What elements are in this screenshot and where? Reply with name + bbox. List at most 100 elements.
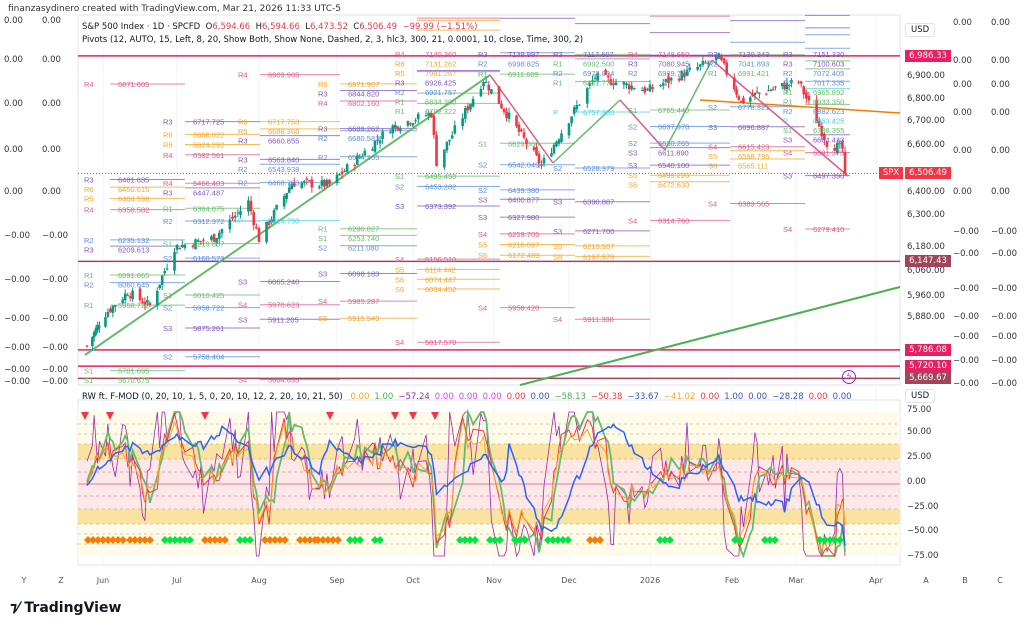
pivot-label: R1 <box>84 271 94 280</box>
candle-body <box>310 179 314 188</box>
bullish-diamond-marker <box>511 536 519 544</box>
candle-body <box>769 89 773 91</box>
symbol-legend[interactable]: S&P 500 Index · 1D · SPCFD O6,594.66 H6,… <box>82 22 477 33</box>
candle-body <box>482 81 485 87</box>
pivot-value: 6098.183 <box>348 269 379 278</box>
pivot-label: S1 <box>783 126 792 135</box>
pivot-label: R2 <box>478 60 488 69</box>
candle-body <box>685 69 689 76</box>
candle-body <box>416 113 420 120</box>
pivot-label: S1 <box>318 234 327 243</box>
pivot-value: 5958.722 <box>193 304 224 313</box>
candle-body <box>165 268 169 270</box>
oscillator-value: 0.00 <box>808 392 828 402</box>
candle-body <box>497 86 501 104</box>
pivot-label: R3 <box>783 60 793 69</box>
pivot-value: 6688.366 <box>268 127 299 136</box>
bullish-diamond-marker <box>486 536 494 544</box>
pivots-indicator-legend[interactable]: Pivots (12, AUTO, 15, Left, 8, 20, Show … <box>82 35 584 45</box>
oscillator-blue-line <box>86 423 846 546</box>
pivot-label: S3 <box>478 195 487 204</box>
candle-body <box>218 232 221 239</box>
candle-body <box>199 240 203 242</box>
pivot-label: R4 <box>163 151 173 160</box>
candle-body <box>557 139 561 144</box>
pivot-value: 6253.740 <box>348 234 379 243</box>
pivot-value: 6404.598 <box>118 194 149 203</box>
candle-body <box>393 124 397 128</box>
right-scale-value: −0.00 <box>953 332 980 342</box>
candle-body <box>275 204 278 210</box>
pivot-label: R2 <box>84 236 94 245</box>
pivot-labels: R4 6871.605 R3 6481.635 R6 6450.615 R5 6404.598… <box>84 50 844 385</box>
candle-body <box>525 139 528 145</box>
candle-body <box>807 96 811 101</box>
bullish-diamond-marker <box>826 536 834 544</box>
candle-body <box>252 212 256 225</box>
pivot-label: S1 <box>628 106 637 115</box>
candle-body <box>817 120 821 127</box>
pivot-value: 6563.840 <box>268 155 299 164</box>
pivot-label: S4 <box>553 315 562 324</box>
pivot-label: S3 <box>318 269 327 278</box>
pivot-label: S2 <box>478 186 487 195</box>
pivot-value: 6680.583 <box>348 134 379 143</box>
candle-body <box>780 83 784 87</box>
pivot-value: 6074.447 <box>425 275 456 284</box>
oscillator-legend[interactable]: RW ft. F-MOD (0, 20, 10, 1, 5, 0, 20, 10… <box>82 392 862 403</box>
candle-body <box>680 71 684 81</box>
tradingview-logo[interactable]: ⁊⁄ TradingView <box>10 600 121 616</box>
right-scale-value: −0.00 <box>991 332 1018 342</box>
oscillator-axis-tick: 50.00 <box>907 427 932 437</box>
candle-body <box>572 107 576 114</box>
bullish-diamond-marker <box>666 536 674 544</box>
candle-body <box>131 290 134 300</box>
bearish-diamond-marker <box>114 536 122 544</box>
candle-body <box>737 96 741 100</box>
time-axis-label: Nov <box>486 576 502 585</box>
candle-body <box>236 212 240 214</box>
left-scale-value: −0.00 <box>4 365 31 375</box>
oscillator-value: 0.00 <box>458 392 478 402</box>
oscillator-axis-tick: −75.00 <box>907 551 939 561</box>
oscillator-currency-button[interactable]: USD <box>905 389 936 403</box>
pivot-value: 6373.392 <box>425 202 456 211</box>
pivot-label: S4 <box>395 255 404 264</box>
pivot-value: 6788.355 <box>813 126 844 135</box>
bearish-diamond-marker <box>94 536 102 544</box>
oscillator-value: 0.00 <box>350 392 370 402</box>
bullish-diamond-marker <box>836 536 844 544</box>
pivot-label: R1 <box>318 225 328 234</box>
candle-body <box>292 182 296 187</box>
candle-body <box>371 149 374 151</box>
candle-body <box>320 180 324 186</box>
bearish-diamond-marker <box>324 536 332 544</box>
pivot-label: S3 <box>163 324 172 333</box>
bullish-diamond-marker <box>456 536 464 544</box>
candle-body <box>335 174 339 183</box>
candle-body <box>640 90 644 92</box>
candle-body <box>604 69 607 75</box>
candle-body <box>555 141 558 147</box>
chart-canvas[interactable]: R4 6871.605 R3 6481.635 R6 6450.615 R5 6404.598… <box>0 0 1024 600</box>
oscillator-value: −58.13 <box>554 392 586 402</box>
candle-body <box>305 178 309 180</box>
currency-button[interactable]: USD <box>905 23 936 37</box>
pivot-value: 7140.360 <box>425 50 456 59</box>
oscillator-value: 0.00 <box>700 392 720 402</box>
pivot-label: S4 <box>783 225 792 234</box>
bullish-diamond-marker <box>371 536 379 544</box>
pivot-value: 6156.510 <box>425 255 456 264</box>
pivot-value: 6358.582 <box>118 206 149 215</box>
lightning-icon[interactable]: ϟ <box>842 370 856 384</box>
candle-body <box>143 301 147 305</box>
candle-body <box>843 151 847 174</box>
candle-body <box>698 64 702 67</box>
pivot-label: R3 <box>318 125 328 134</box>
candle-body <box>820 125 824 137</box>
candle-body <box>725 62 729 75</box>
right-scale-value: 0.00 <box>991 146 1010 156</box>
candle-body <box>92 332 96 338</box>
candle-body <box>753 92 757 96</box>
left-scale-value: 0.00 <box>4 16 23 26</box>
